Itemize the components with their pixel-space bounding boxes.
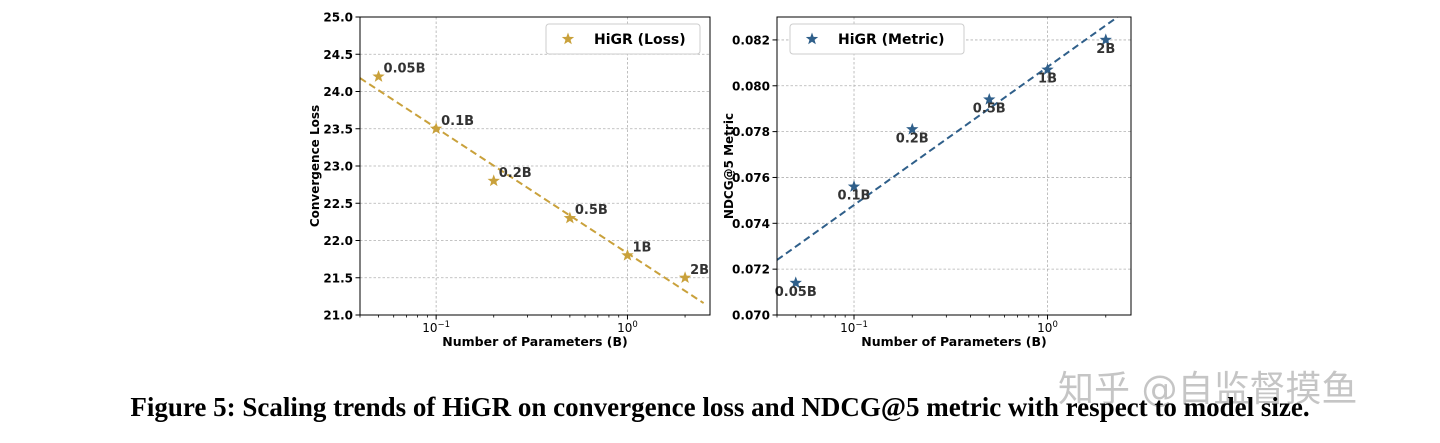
plot-frame bbox=[776, 16, 1132, 316]
y-axis-label: NDCG@5 Metric bbox=[722, 113, 736, 219]
trend-line bbox=[777, 17, 1119, 261]
data-label: 0.2B bbox=[499, 166, 532, 181]
y-tick-label: 0.078 bbox=[732, 125, 770, 139]
data-point bbox=[621, 248, 634, 261]
legend-marker bbox=[561, 32, 575, 45]
trend-line bbox=[360, 77, 705, 304]
data-label: 1B bbox=[632, 240, 651, 255]
chart-1: 10−1 100 21.0 21.5 22.0 22.5 23.0 23.5 24.0 24.5 2… bbox=[308, 11, 711, 349]
y-tick-label: 0.080 bbox=[732, 79, 770, 93]
x-tick-label: 10−1 bbox=[840, 320, 868, 335]
data-point bbox=[372, 70, 385, 82]
data-point bbox=[906, 122, 919, 135]
data-label: 0.5B bbox=[973, 102, 1006, 117]
figure-caption: Figure 5: Scaling trends of HiGR on conv… bbox=[130, 392, 1310, 422]
x-tick-label: 100 bbox=[1037, 320, 1058, 335]
x-axis-label: Number of Parameters (B) bbox=[861, 334, 1046, 349]
legend-box bbox=[545, 23, 701, 55]
data-label: 0.1B bbox=[838, 189, 871, 204]
y-tick-label: 25.0 bbox=[323, 11, 353, 25]
plot-frame bbox=[359, 16, 711, 316]
figure: 10−1 100 21.0 21.5 22.0 22.5 23.0 23.5 24.0 24.5 2… bbox=[308, 11, 1132, 349]
data-label: 0.05B bbox=[775, 285, 817, 300]
y-tick-label: 23.5 bbox=[323, 122, 353, 136]
y-tick-label: 0.072 bbox=[732, 263, 770, 277]
data-label: 2B bbox=[1096, 42, 1115, 57]
y-tick-label: 22.0 bbox=[323, 234, 353, 248]
y-tick-label: 0.082 bbox=[732, 33, 770, 47]
legend-box bbox=[789, 23, 965, 55]
y-tick-label: 0.074 bbox=[732, 217, 770, 231]
y-tick-label: 0.070 bbox=[732, 309, 770, 323]
chart-2: 10−1 100 0.070 0.072 0.074 0.076 0.078 0.080 0.0… bbox=[722, 16, 1132, 349]
legend-label: HiGR (Loss) bbox=[594, 32, 686, 48]
legend-label: HiGR (Metric) bbox=[838, 32, 945, 48]
data-point bbox=[487, 174, 500, 187]
x-tick-label: 10−1 bbox=[422, 320, 450, 335]
y-tick-label: 21.5 bbox=[323, 271, 353, 285]
data-label: 1B bbox=[1038, 72, 1057, 87]
y-tick-label: 24.0 bbox=[323, 85, 353, 99]
data-label: 0.5B bbox=[575, 203, 608, 218]
data-label: 0.05B bbox=[384, 62, 426, 77]
y-tick-label: 22.5 bbox=[323, 197, 353, 211]
data-point bbox=[983, 93, 996, 105]
y-axis-label: Convergence Loss bbox=[308, 105, 322, 227]
data-point bbox=[847, 180, 861, 192]
y-tick-label: 0.076 bbox=[732, 171, 770, 185]
data-point bbox=[563, 211, 577, 224]
y-tick-label: 21.0 bbox=[323, 309, 353, 323]
data-point bbox=[678, 271, 692, 284]
legend-marker bbox=[805, 32, 819, 45]
x-axis-label: Number of Parameters (B) bbox=[442, 334, 627, 349]
y-tick-label: 23.0 bbox=[323, 160, 353, 174]
data-point bbox=[1099, 33, 1112, 46]
data-label: 0.1B bbox=[441, 114, 474, 129]
y-tick-label: 24.5 bbox=[323, 48, 353, 62]
x-tick-label: 100 bbox=[617, 320, 638, 335]
watermark: 知乎 @自监督摸鱼 bbox=[1058, 369, 1358, 410]
data-label: 2B bbox=[690, 263, 709, 278]
data-point bbox=[429, 122, 443, 135]
data-label: 0.2B bbox=[896, 131, 929, 146]
data-point bbox=[1041, 63, 1054, 75]
data-point bbox=[789, 276, 802, 289]
